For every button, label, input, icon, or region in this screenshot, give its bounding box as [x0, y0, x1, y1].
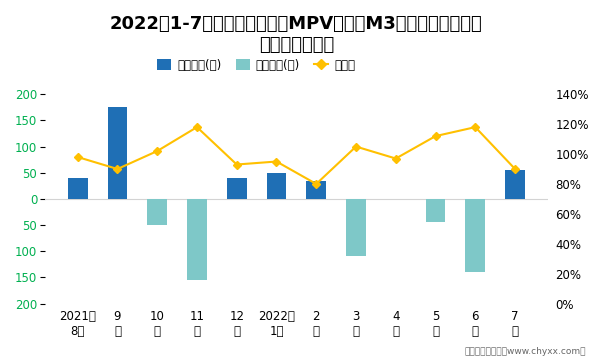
Bar	[465, 199, 485, 272]
Bar	[147, 199, 167, 225]
Bar	[226, 178, 246, 199]
Bar	[187, 199, 207, 280]
Title: 2022年1-7月江淮旗下最畅销MPV（瑞风M3）近一年库存情况
及产销率统计图: 2022年1-7月江淮旗下最畅销MPV（瑞风M3）近一年库存情况 及产销率统计图	[110, 15, 483, 54]
Text: 制图：智研咨询（www.chyxx.com）: 制图：智研咨询（www.chyxx.com）	[464, 347, 586, 356]
Bar	[306, 181, 326, 199]
Bar	[346, 199, 366, 256]
Bar	[68, 178, 88, 199]
Bar	[108, 107, 127, 199]
Bar	[505, 170, 525, 199]
Legend: 积压库存(辆), 清仓库存(辆), 产销率: 积压库存(辆), 清仓库存(辆), 产销率	[152, 54, 360, 77]
Bar	[266, 173, 286, 199]
Bar	[426, 199, 446, 222]
